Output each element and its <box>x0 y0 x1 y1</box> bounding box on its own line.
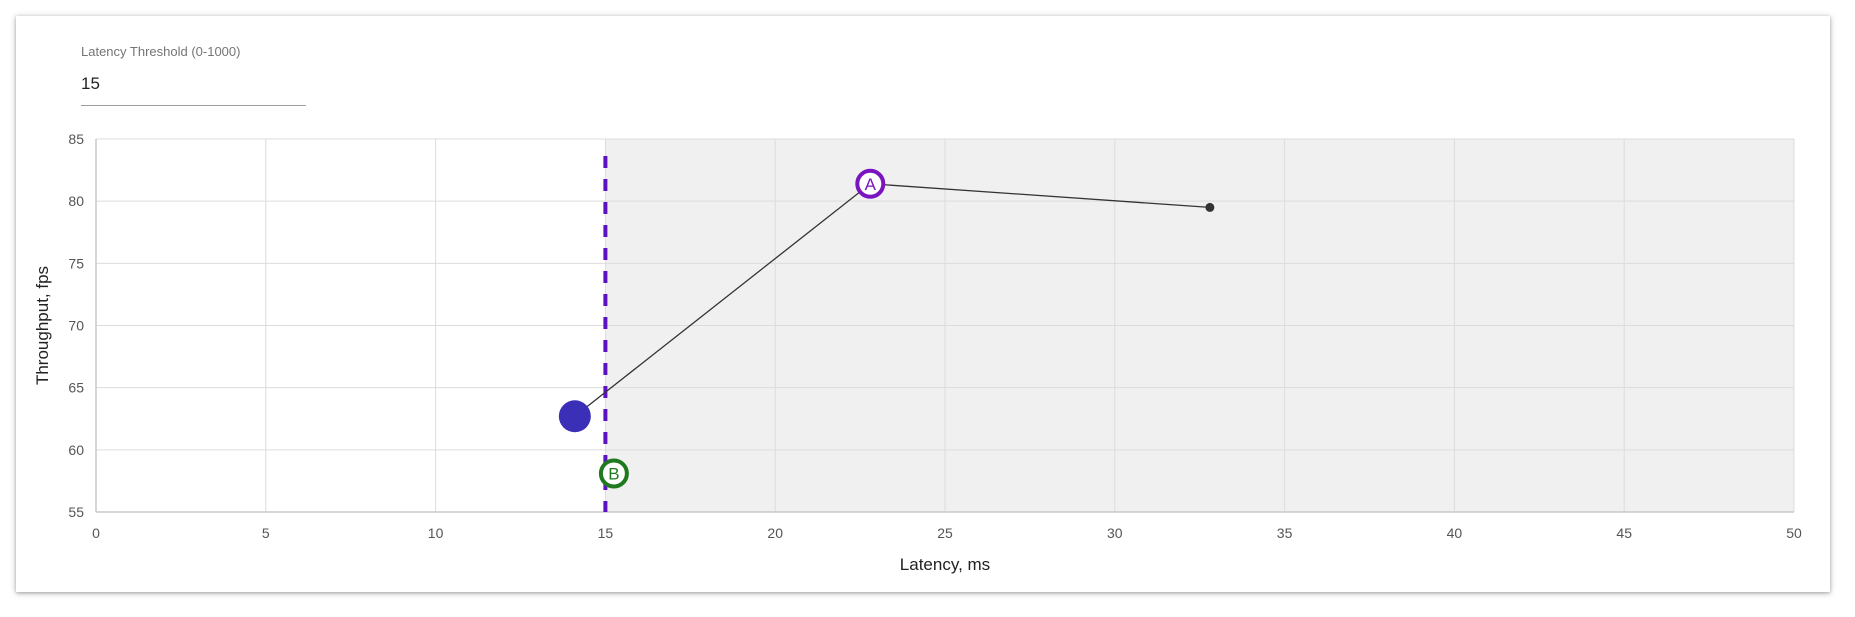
data-point-marker[interactable] <box>1205 202 1215 212</box>
y-tick-label: 60 <box>68 442 84 458</box>
y-tick-label: 80 <box>68 193 84 209</box>
latency-threshold-field: Latency Threshold (0-1000) <box>81 44 306 106</box>
y-tick-label: 70 <box>68 318 84 334</box>
point-label: A <box>865 175 877 194</box>
x-tick-label: 40 <box>1447 525 1463 541</box>
labeled-point-marker[interactable] <box>855 168 886 199</box>
y-tick-label: 85 <box>68 131 84 147</box>
y-tick-label: 75 <box>68 255 84 271</box>
labeled-point-marker[interactable] <box>598 458 629 489</box>
x-tick-label: 35 <box>1277 525 1293 541</box>
x-tick-label: 5 <box>262 525 270 541</box>
x-tick-label: 10 <box>428 525 444 541</box>
y-tick-label: 65 <box>68 380 84 396</box>
latency-threshold-label: Latency Threshold (0-1000) <box>81 44 241 59</box>
series-markers: AB <box>558 168 1215 489</box>
x-tick-label: 50 <box>1786 525 1802 541</box>
data-point-marker[interactable] <box>558 400 591 433</box>
x-axis-title: Latency, ms <box>900 555 990 574</box>
latency-threshold-input[interactable] <box>81 74 306 106</box>
x-tick-label: 25 <box>937 525 953 541</box>
y-tick-label: 55 <box>68 504 84 520</box>
y-axis-title: Throughput, fps <box>33 266 52 385</box>
x-tick-label: 0 <box>92 525 100 541</box>
point-label: B <box>608 464 619 483</box>
x-tick-label: 30 <box>1107 525 1123 541</box>
x-tick-label: 20 <box>767 525 783 541</box>
x-tick-label: 45 <box>1616 525 1632 541</box>
y-tick-labels: 55 60 65 70 75 80 85 <box>68 131 84 520</box>
x-tick-label: 15 <box>598 525 614 541</box>
x-tick-labels: 0 5 10 15 20 25 30 35 40 45 50 <box>92 525 1802 541</box>
